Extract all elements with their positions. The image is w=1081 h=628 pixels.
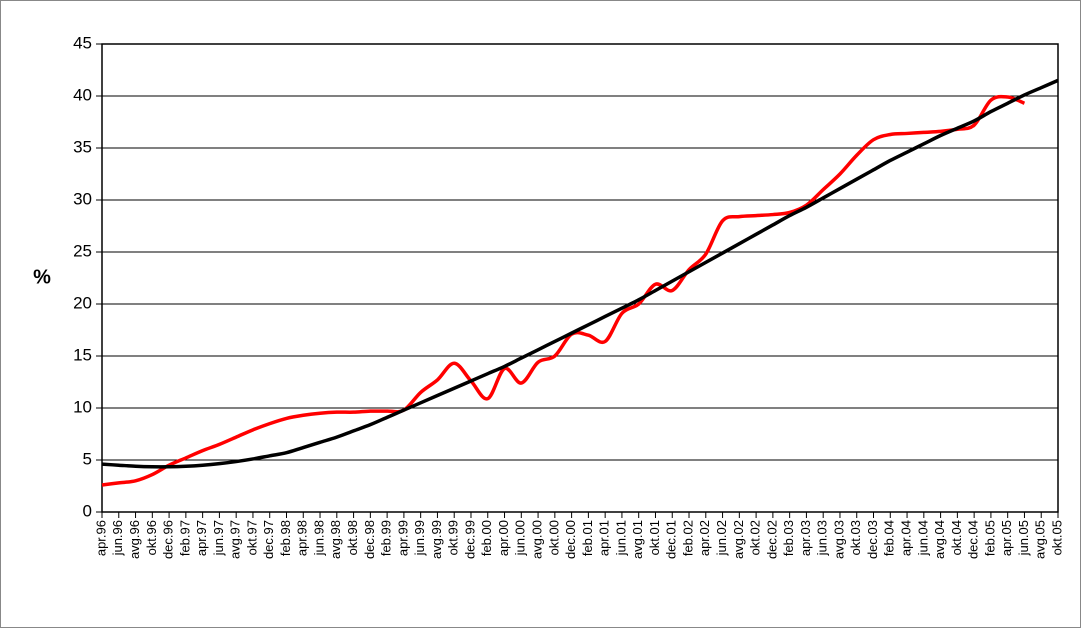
x-tick-label: okt.01 <box>647 520 662 555</box>
x-tick-label: jun.05 <box>1016 520 1031 556</box>
x-tick-label: dec.97 <box>261 520 276 559</box>
x-tick-label: jun.04 <box>915 520 930 556</box>
series-line <box>101 78 1059 469</box>
y-axis-label: % <box>33 266 51 288</box>
x-tick-label: okt.05 <box>1049 520 1064 555</box>
y-tick-label: 45 <box>73 33 92 52</box>
x-tick-label: jun.02 <box>714 520 729 556</box>
x-tick-label: feb.97 <box>177 520 192 556</box>
x-tick-label: apr.05 <box>999 520 1014 556</box>
x-tick-label: dec.00 <box>563 520 578 559</box>
x-tick-label: okt.04 <box>949 520 964 555</box>
x-tick-label: dec.98 <box>362 520 377 559</box>
y-tick-label: 5 <box>83 449 92 468</box>
x-tick-label: jun.03 <box>815 520 830 556</box>
y-tick-label: 40 <box>73 85 92 104</box>
x-tick-label: apr.02 <box>697 520 712 556</box>
x-tick-label: jun.00 <box>513 520 528 556</box>
x-tick-label: okt.99 <box>446 520 461 555</box>
x-tick-label: dec.03 <box>865 520 880 559</box>
y-tick-label: 30 <box>73 189 92 208</box>
x-tick-label: avg.97 <box>228 520 243 559</box>
x-tick-label: dec.01 <box>664 520 679 559</box>
x-tick-label: apr.03 <box>798 520 813 556</box>
y-tick-label: 20 <box>73 293 92 312</box>
x-tick-label: avg.03 <box>831 520 846 559</box>
x-tick-label: avg.96 <box>127 520 142 559</box>
x-tick-label: jun.01 <box>613 520 628 556</box>
x-tick-label: okt.02 <box>748 520 763 555</box>
x-tick-label: okt.98 <box>345 520 360 555</box>
x-tick-label: avg.01 <box>630 520 645 559</box>
x-tick-label: dec.04 <box>966 520 981 559</box>
x-tick-label: jun.96 <box>110 520 125 556</box>
x-tick-label: feb.00 <box>479 520 494 556</box>
x-tick-label: avg.04 <box>932 520 947 559</box>
x-tick-label: feb.02 <box>680 520 695 556</box>
x-tick-label: avg.02 <box>731 520 746 559</box>
x-tick-label: feb.01 <box>580 520 595 556</box>
x-tick-label: okt.03 <box>848 520 863 555</box>
x-tick-label: okt.96 <box>144 520 159 555</box>
y-tick-label: 0 <box>83 501 92 520</box>
x-tick-label: apr.99 <box>395 520 410 556</box>
x-tick-label: jun.98 <box>311 520 326 556</box>
y-tick-label: 10 <box>73 397 92 416</box>
x-tick-label: avg.98 <box>328 520 343 559</box>
x-tick-label: avg.00 <box>530 520 545 559</box>
x-tick-label: apr.00 <box>496 520 511 556</box>
x-tick-label: jun.99 <box>412 520 427 556</box>
x-tick-label: okt.97 <box>244 520 259 555</box>
x-tick-label: okt.00 <box>546 520 561 555</box>
x-tick-label: feb.05 <box>982 520 997 556</box>
x-tick-label: apr.97 <box>194 520 209 556</box>
x-tick-label: feb.03 <box>781 520 796 556</box>
x-tick-label: feb.98 <box>278 520 293 556</box>
x-tick-label: feb.04 <box>882 520 897 556</box>
x-tick-label: avg.99 <box>429 520 444 559</box>
y-tick-label: 35 <box>73 137 92 156</box>
y-tick-label: 25 <box>73 241 92 260</box>
x-tick-label: dec.99 <box>462 520 477 559</box>
x-tick-label: apr.96 <box>93 520 108 556</box>
x-tick-label: avg.05 <box>1033 520 1048 559</box>
plot-border <box>101 43 1059 513</box>
x-tick-label: jun.97 <box>211 520 226 556</box>
x-tick-label: apr.98 <box>295 520 310 556</box>
x-tick-label: feb.99 <box>379 520 394 556</box>
x-tick-label: dec.02 <box>764 520 779 559</box>
x-tick-label: dec.96 <box>161 520 176 559</box>
series-line <box>101 94 1026 487</box>
x-tick-label: apr.04 <box>898 520 913 556</box>
x-tick-label: apr.01 <box>597 520 612 556</box>
plot-area <box>102 44 1058 512</box>
y-tick-label: 15 <box>73 345 92 364</box>
